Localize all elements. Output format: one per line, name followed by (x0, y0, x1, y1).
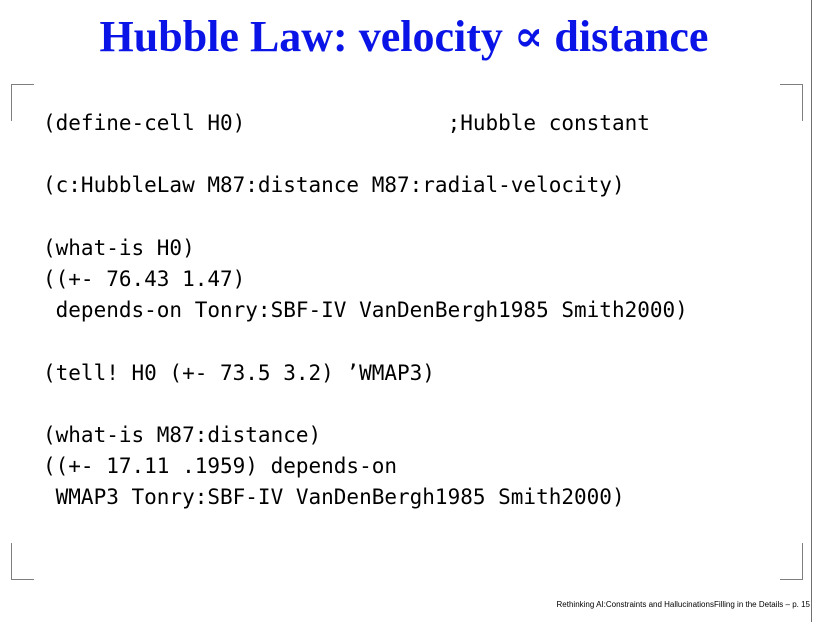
slide-title: Hubble Law: velocity ∝ distance (99, 12, 709, 61)
code-line-tell-h0: (tell! H0 (+- 73.5 3.2) ’WMAP3) (43, 361, 435, 385)
code-line-dist-value: ((+- 17.11 .1959) depends-on (43, 454, 398, 478)
code-line-h0-depends: depends-on Tonry:SBF-IV VanDenBergh1985 … (43, 298, 688, 322)
code-line-define-cell: (define-cell H0) ;Hubble constant (43, 111, 650, 135)
frame-corner-bottom-left (11, 543, 34, 580)
code-line-dist-depends: WMAP3 Tonry:SBF-IV VanDenBergh1985 Smith… (43, 485, 625, 509)
code-line-what-is-h0: (what-is H0) (43, 236, 195, 260)
slide-right-border (811, 0, 812, 622)
frame-corner-bottom-right (780, 543, 803, 580)
code-line-what-is-dist: (what-is M87:distance) (43, 423, 322, 447)
frame-corner-top-right (780, 84, 803, 121)
code-line-hubble-law: (c:HubbleLaw M87:distance M87:radial-vel… (43, 173, 625, 197)
code-line-h0-value: ((+- 76.43 1.47) (43, 267, 246, 291)
frame-corner-top-left (11, 84, 34, 121)
slide-footer: Rethinking AI:Constraints and Hallucinat… (556, 600, 810, 609)
